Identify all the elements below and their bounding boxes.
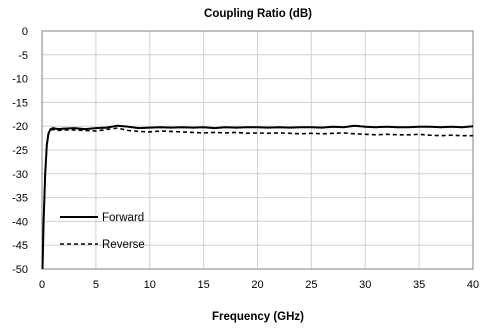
y-tick-label: -30 xyxy=(12,169,28,181)
x-tick-label: 20 xyxy=(251,279,263,291)
x-tick-label: 10 xyxy=(144,279,156,291)
legend: Forward Reverse xyxy=(60,212,145,251)
series-layer xyxy=(41,124,474,270)
plot-area xyxy=(41,30,474,270)
x-tick-label: 40 xyxy=(467,279,479,291)
x-axis-ticks: 0 5 10 15 20 25 30 35 40 xyxy=(39,279,479,291)
y-tick-label: 0 xyxy=(22,26,28,38)
x-axis-title: Frequency (GHz) xyxy=(212,311,304,323)
y-tick-label: -10 xyxy=(12,74,28,86)
y-tick-label: -25 xyxy=(12,145,28,157)
series-line-reverse xyxy=(41,127,473,270)
x-tick-label: 5 xyxy=(93,279,99,291)
y-tick-label: -40 xyxy=(12,216,28,228)
x-tick-label: 0 xyxy=(39,279,45,291)
y-tick-label: -45 xyxy=(12,240,28,252)
x-tick-label: 15 xyxy=(198,279,210,291)
y-tick-label: -35 xyxy=(12,193,28,205)
y-tick-label: -5 xyxy=(18,50,28,62)
x-tick-label: 35 xyxy=(413,279,425,291)
grid-lines xyxy=(41,30,474,270)
y-tick-label: -15 xyxy=(12,97,28,109)
series-line-forward xyxy=(41,124,474,270)
x-tick-label: 30 xyxy=(359,279,371,291)
y-tick-label: -50 xyxy=(12,264,28,276)
y-axis-ticks: 0 -5 -10 -15 -20 -25 -30 -35 -40 -45 -50 xyxy=(12,26,28,276)
legend-label-forward: Forward xyxy=(102,212,144,224)
x-tick-label: 25 xyxy=(305,279,317,291)
legend-label-reverse: Reverse xyxy=(102,239,145,251)
y-tick-label: -20 xyxy=(12,121,28,133)
chart-title: Coupling Ratio (dB) xyxy=(204,8,312,20)
